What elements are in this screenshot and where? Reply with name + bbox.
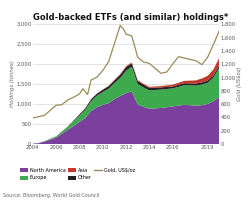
Y-axis label: Holdings (tonnes): Holdings (tonnes) (10, 61, 15, 107)
Text: Source: Bloomberg, World Gold Council: Source: Bloomberg, World Gold Council (3, 193, 99, 198)
Legend: North America, Europe, Asia, Other, Gold, US$/oz: North America, Europe, Asia, Other, Gold… (20, 168, 135, 180)
Text: Gold-backed ETFs (and similar) holdings*: Gold-backed ETFs (and similar) holdings* (33, 13, 228, 22)
Y-axis label: Gold (US$oz): Gold (US$oz) (237, 67, 242, 101)
